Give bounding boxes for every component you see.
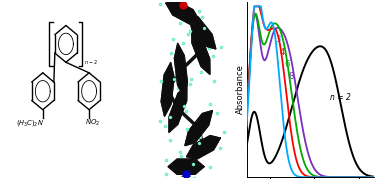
Polygon shape (188, 14, 216, 49)
Text: n = 2: n = 2 (330, 93, 351, 102)
Text: 6: 6 (284, 60, 290, 69)
Text: 3: 3 (276, 35, 281, 44)
Polygon shape (161, 63, 174, 116)
Polygon shape (174, 43, 187, 97)
Polygon shape (192, 27, 210, 74)
Y-axis label: Absorbance: Absorbance (236, 65, 245, 114)
Polygon shape (186, 136, 220, 159)
Text: $(H_3C)_2N$: $(H_3C)_2N$ (16, 118, 44, 128)
Polygon shape (169, 85, 187, 132)
Polygon shape (168, 159, 204, 174)
Polygon shape (166, 1, 200, 24)
Text: $NO_2$: $NO_2$ (85, 118, 101, 128)
Text: 8: 8 (289, 72, 294, 81)
Text: $_{n-2}$: $_{n-2}$ (84, 58, 98, 67)
Text: 4: 4 (280, 48, 285, 57)
Polygon shape (185, 111, 212, 146)
